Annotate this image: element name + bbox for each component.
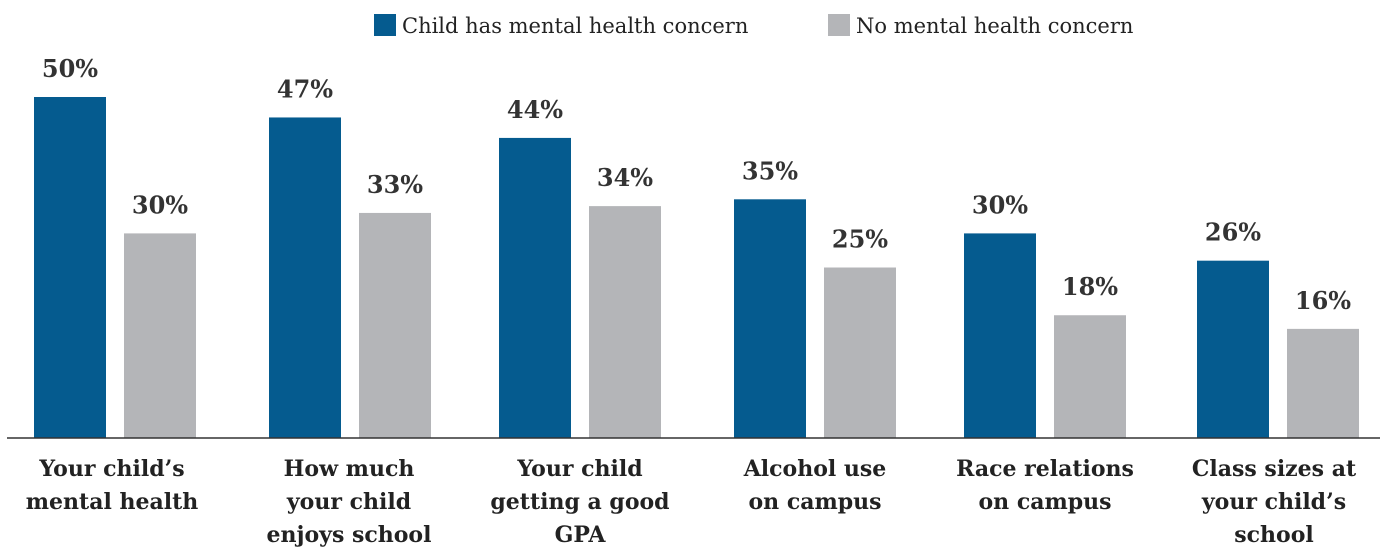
value-label-concern-3: 35% [742,156,798,185]
bar-no-concern-2 [589,206,661,438]
bar-concern-2 [499,137,571,439]
bar-no-concern-4 [1054,315,1126,438]
legend-label-no-concern: No mental health concern [856,14,1133,38]
bar-concern-5 [1197,260,1269,438]
category-label-5-line-2: school [1234,522,1313,548]
value-label-concern-1: 47% [277,74,333,103]
value-label-concern-4: 30% [972,190,1028,219]
value-label-no-concern-2: 34% [597,163,653,192]
bar-no-concern-0 [124,233,196,438]
value-label-concern-0: 50% [42,54,98,83]
bar-concern-0 [34,97,106,438]
category-label-2-line-2: GPA [555,522,607,548]
category-label-5-line-0: Class sizes at [1192,456,1357,482]
legend-swatch-no-concern [828,14,850,36]
value-label-concern-5: 26% [1205,218,1261,247]
category-label-2-line-0: Your child [516,456,642,482]
category-label-4: Race relations on campus [956,456,1134,515]
bar-concern-4 [964,233,1036,438]
bar-no-concern-5 [1287,328,1359,438]
legend-label-mental-health-concern: Child has mental health concern [402,14,748,38]
value-label-no-concern-1: 33% [367,170,423,199]
category-label-1: How much your child enjoys school [267,456,432,548]
category-label-1-line-1: your child [286,489,411,515]
category-label-5-line-1: your child’s [1201,489,1346,515]
category-label-3-line-1: on campus [748,489,881,515]
bar-concern-1 [269,117,341,439]
category-label-0-line-0: Your child’s [38,456,184,482]
bars-group [34,97,1359,439]
category-label-2-line-1: getting a good [490,489,669,515]
category-label-1-line-2: enjoys school [267,522,432,548]
bar-no-concern-1 [359,212,431,438]
bar-no-concern-3 [824,267,896,438]
category-label-0-line-1: mental health [26,489,198,515]
value-label-no-concern-4: 18% [1062,272,1118,301]
category-label-5: Class sizes at your child’s school [1192,456,1357,548]
value-label-concern-2: 44% [507,95,563,124]
category-labels-group: Your child’s mental health How much your ch… [26,456,1357,548]
category-label-1-line-0: How much [284,456,415,482]
category-label-4-line-0: Race relations [956,456,1134,482]
value-label-no-concern-0: 30% [132,190,188,219]
bar-concern-3 [734,199,806,438]
value-labels-group: 50% 47% 44% 35% 30% 26% 30% 33% 34% 25% 18% 16% [42,54,1351,315]
category-label-2: Your child getting a good GPA [490,456,669,548]
legend-swatch-mental-health-concern [374,14,396,36]
category-label-3-line-0: Alcohol use [743,456,887,482]
value-label-no-concern-3: 25% [832,225,888,254]
legend: Child has mental health concern No menta… [374,14,1133,38]
value-label-no-concern-5: 16% [1295,286,1351,315]
category-label-0: Your child’s mental health [26,456,198,515]
category-label-3: Alcohol use on campus [743,456,887,515]
category-label-4-line-1: on campus [978,489,1111,515]
